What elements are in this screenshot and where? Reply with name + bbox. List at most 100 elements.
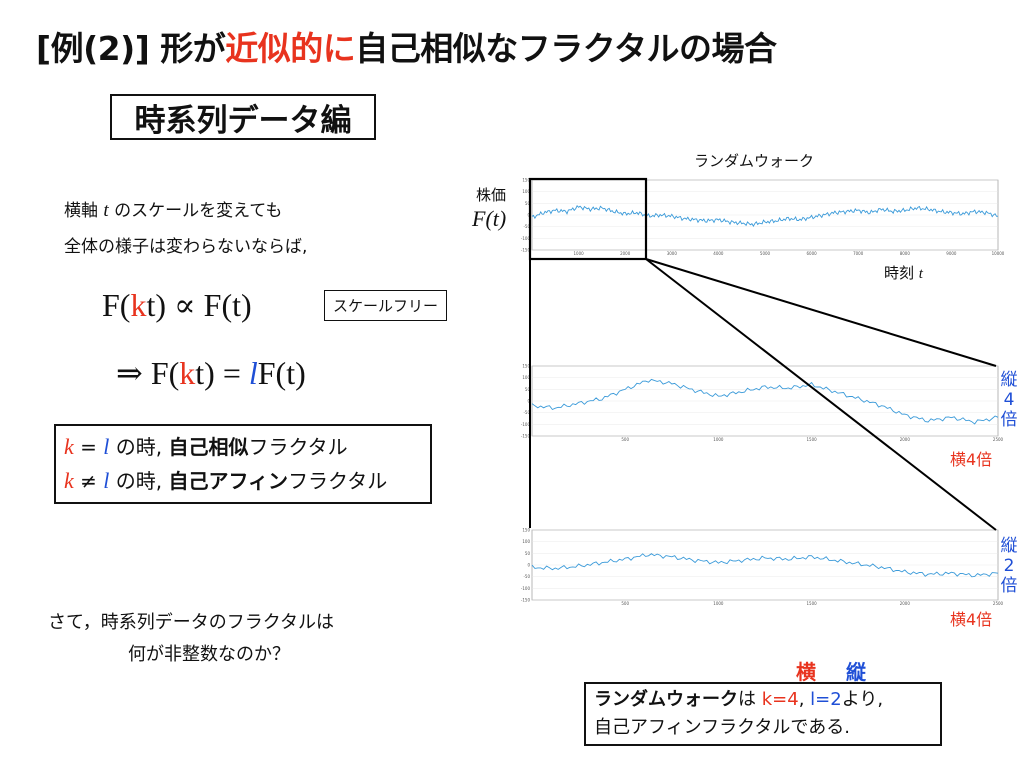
y-tick-label: 100 bbox=[522, 539, 530, 544]
x-tick-label: 2000 bbox=[900, 601, 911, 606]
formula-proportional: F(kt) ∝ F(t) bbox=[102, 286, 252, 324]
y-tick-label: 0 bbox=[527, 563, 530, 568]
conclusion-sep: , bbox=[798, 689, 811, 710]
y-tick-label: -150 bbox=[521, 598, 531, 603]
x-tick-label: 7000 bbox=[853, 251, 864, 256]
intro-line-1-before: 横軸 bbox=[64, 201, 104, 221]
def2-l: l bbox=[103, 468, 110, 493]
def1-k: k bbox=[64, 434, 74, 459]
x-tick-label: 8000 bbox=[900, 251, 911, 256]
zoom1-horizontal-label: 横4倍 bbox=[950, 450, 993, 469]
y-tick-label: -100 bbox=[521, 236, 531, 241]
intro-var-t: t bbox=[103, 200, 109, 221]
formula2-k: k bbox=[179, 355, 196, 391]
zoom1-v-char2: 倍 bbox=[1000, 410, 1018, 430]
x-tick-label: 500 bbox=[621, 601, 629, 606]
x-axis-label-text: 時刻 bbox=[884, 264, 919, 282]
formula1-k: k bbox=[130, 287, 147, 323]
x-tick-label: 9000 bbox=[946, 251, 957, 256]
x-tick-label: 2000 bbox=[620, 251, 631, 256]
conclusion-k-value: k=4 bbox=[761, 689, 799, 710]
conclusion-tail: より, bbox=[841, 689, 884, 710]
x-tick-label: 5000 bbox=[760, 251, 771, 256]
question-line-1: さて，時系列データのフラクタルは bbox=[48, 612, 335, 633]
intro-line-1-after: のスケールを変えても bbox=[108, 201, 283, 221]
y-tick-label: -150 bbox=[521, 434, 531, 439]
connector-line-zoom-1 bbox=[645, 258, 997, 367]
def1-op: = bbox=[73, 435, 104, 459]
conclusion-bold: ランダムウォーク bbox=[594, 689, 738, 710]
y-tick-label: -100 bbox=[521, 586, 531, 591]
title-highlight: 近似的に bbox=[225, 29, 356, 68]
zoom2-v-char2: 倍 bbox=[1000, 576, 1018, 596]
x-axis-label: 時刻 t bbox=[884, 262, 923, 283]
y-axis-label-formula: F(t) bbox=[472, 206, 507, 231]
section-title: 時系列データ編 bbox=[134, 102, 352, 139]
formula2-a: F( bbox=[150, 355, 180, 391]
formula2-c: F(t) bbox=[257, 355, 306, 391]
zoom2-horizontal-label: 横4倍 bbox=[950, 610, 993, 629]
x-tick-label: 10000 bbox=[992, 251, 1005, 256]
def2-rest: フラクタル bbox=[288, 469, 388, 493]
def1-l: l bbox=[103, 434, 110, 459]
y-tick-label: 150 bbox=[522, 364, 530, 369]
x-tick-label: 1500 bbox=[807, 601, 818, 606]
title-suffix: 自己相似なフラクタルの場合 bbox=[355, 29, 777, 68]
zoom-connector-lines bbox=[528, 177, 997, 531]
connector-line-zoom-2 bbox=[645, 258, 997, 531]
x-tick-label: 1000 bbox=[713, 601, 724, 606]
x-tick-label: 2000 bbox=[900, 437, 911, 442]
y-tick-label: 100 bbox=[522, 189, 530, 194]
y-tick-label: 50 bbox=[525, 201, 531, 206]
legend-horizontal: 横 bbox=[796, 660, 816, 684]
y-tick-label: 150 bbox=[522, 528, 530, 533]
series-line bbox=[531, 553, 999, 578]
formula1-lhs-post: t) bbox=[146, 287, 166, 323]
def2-op: ≠ bbox=[73, 469, 104, 493]
zoom2-v-char1: 縦 bbox=[1000, 536, 1018, 556]
def2-bold: 自己アフィン bbox=[168, 469, 289, 493]
y-tick-label: 100 bbox=[522, 375, 530, 380]
x-tick-label: 2500 bbox=[993, 601, 1004, 606]
formula1-lhs-pre: F( bbox=[102, 287, 131, 323]
conclusion-l-value: l=2 bbox=[810, 689, 842, 710]
zoom1-v-char1: 縦 bbox=[1000, 370, 1018, 390]
x-tick-label: 1000 bbox=[713, 437, 724, 442]
y-tick-label: -150 bbox=[521, 248, 531, 253]
y-tick-label: 150 bbox=[522, 178, 530, 183]
x-tick-label: 1500 bbox=[807, 437, 818, 442]
plot-title: ランダムウォーク bbox=[694, 152, 815, 170]
formula1-operator: ∝ bbox=[166, 287, 204, 323]
legend-vertical: 縦 bbox=[846, 660, 866, 684]
formula-implication: ⇒ F(kt) = lF(t) bbox=[116, 354, 306, 392]
formula2-arrow: ⇒ bbox=[116, 355, 151, 391]
def1-bold: 自己相似 bbox=[168, 435, 249, 459]
def1-rest: フラクタル bbox=[248, 435, 348, 459]
x-tick-label: 500 bbox=[621, 437, 629, 442]
zoom2-v-num: 2 bbox=[1003, 556, 1015, 576]
y-tick-label: -50 bbox=[523, 410, 530, 415]
intro-line-1: 横軸 t のスケールを変えても bbox=[64, 196, 282, 222]
y-tick-label: 50 bbox=[525, 551, 531, 556]
x-tick-label: 2500 bbox=[993, 437, 1004, 442]
zoom2-vertical-label: 縦 2 倍 bbox=[998, 536, 1020, 596]
section-title-box: 時系列データ編 bbox=[110, 94, 376, 140]
formula1-rhs: F(t) bbox=[203, 287, 252, 323]
zoom-selection-box bbox=[528, 177, 648, 261]
series-line bbox=[531, 205, 999, 227]
y-tick-label: 0 bbox=[527, 399, 530, 404]
definitions-box: k = l の時, 自己相似フラクタル k ≠ l の時, 自己アフィンフラクタ… bbox=[54, 424, 432, 504]
scale-free-label: スケールフリー bbox=[333, 297, 439, 315]
scale-free-tag: スケールフリー bbox=[324, 290, 448, 321]
zoom1-vertical-label: 縦 4 倍 bbox=[998, 370, 1020, 430]
x-tick-label: 4000 bbox=[713, 251, 724, 256]
def1-when: の時, bbox=[109, 435, 169, 459]
y-tick-label: -50 bbox=[523, 574, 530, 579]
conclusion-mid: は bbox=[738, 689, 762, 710]
def2-k: k bbox=[64, 468, 74, 493]
formula2-l: l bbox=[248, 355, 258, 391]
